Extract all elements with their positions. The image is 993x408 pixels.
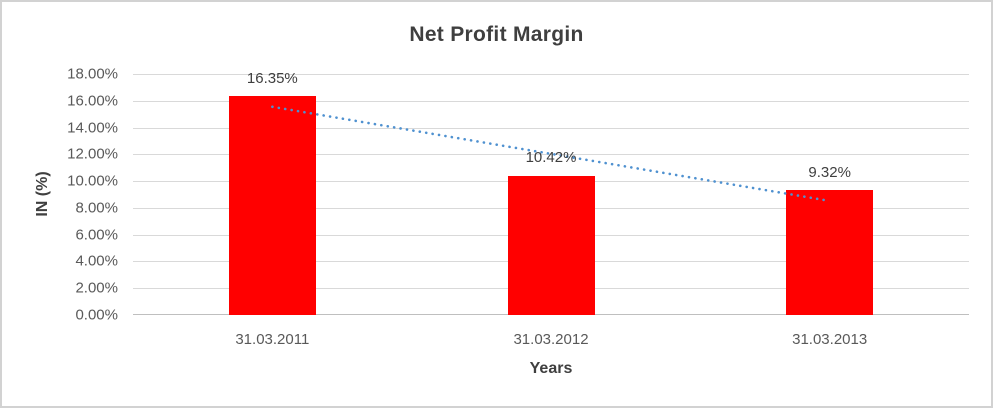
y-axis-tick-labels: 18.00% 16.00% 14.00% 12.00% 10.00% 8.00% 6.00%… <box>2 2 118 406</box>
gridline <box>133 127 969 129</box>
y-tick-label: 8.00% <box>75 199 118 217</box>
y-tick-label: 14.00% <box>67 119 118 137</box>
y-tick-label: 10.00% <box>67 172 118 190</box>
y-tick-label: 16.00% <box>67 92 118 110</box>
gridline <box>133 100 969 102</box>
chart-title: Net Profit Margin <box>409 23 584 46</box>
plot-area <box>133 74 969 315</box>
x-axis-title: Years <box>529 360 573 377</box>
trendline <box>271 105 831 203</box>
bar <box>228 96 316 315</box>
y-tick-label: 12.00% <box>67 145 118 163</box>
x-tick-label: 31.03.2013 <box>792 331 868 348</box>
y-tick-label: 2.00% <box>75 279 118 297</box>
bar <box>786 190 874 315</box>
bar <box>507 175 595 315</box>
y-tick-label: 0.00% <box>75 306 118 324</box>
y-tick-label: 18.00% <box>67 65 118 83</box>
gridline <box>133 74 969 75</box>
x-tick-label: 31.03.2012 <box>513 331 589 348</box>
bar-value-label: 10.42% <box>525 149 577 167</box>
y-tick-label: 4.00% <box>75 252 118 270</box>
y-tick-label: 6.00% <box>75 226 118 244</box>
gridline <box>133 154 969 156</box>
bar-value-label: 9.32% <box>808 164 851 182</box>
bar-value-label: 16.35% <box>246 70 298 88</box>
x-tick-label: 31.03.2011 <box>235 331 310 348</box>
